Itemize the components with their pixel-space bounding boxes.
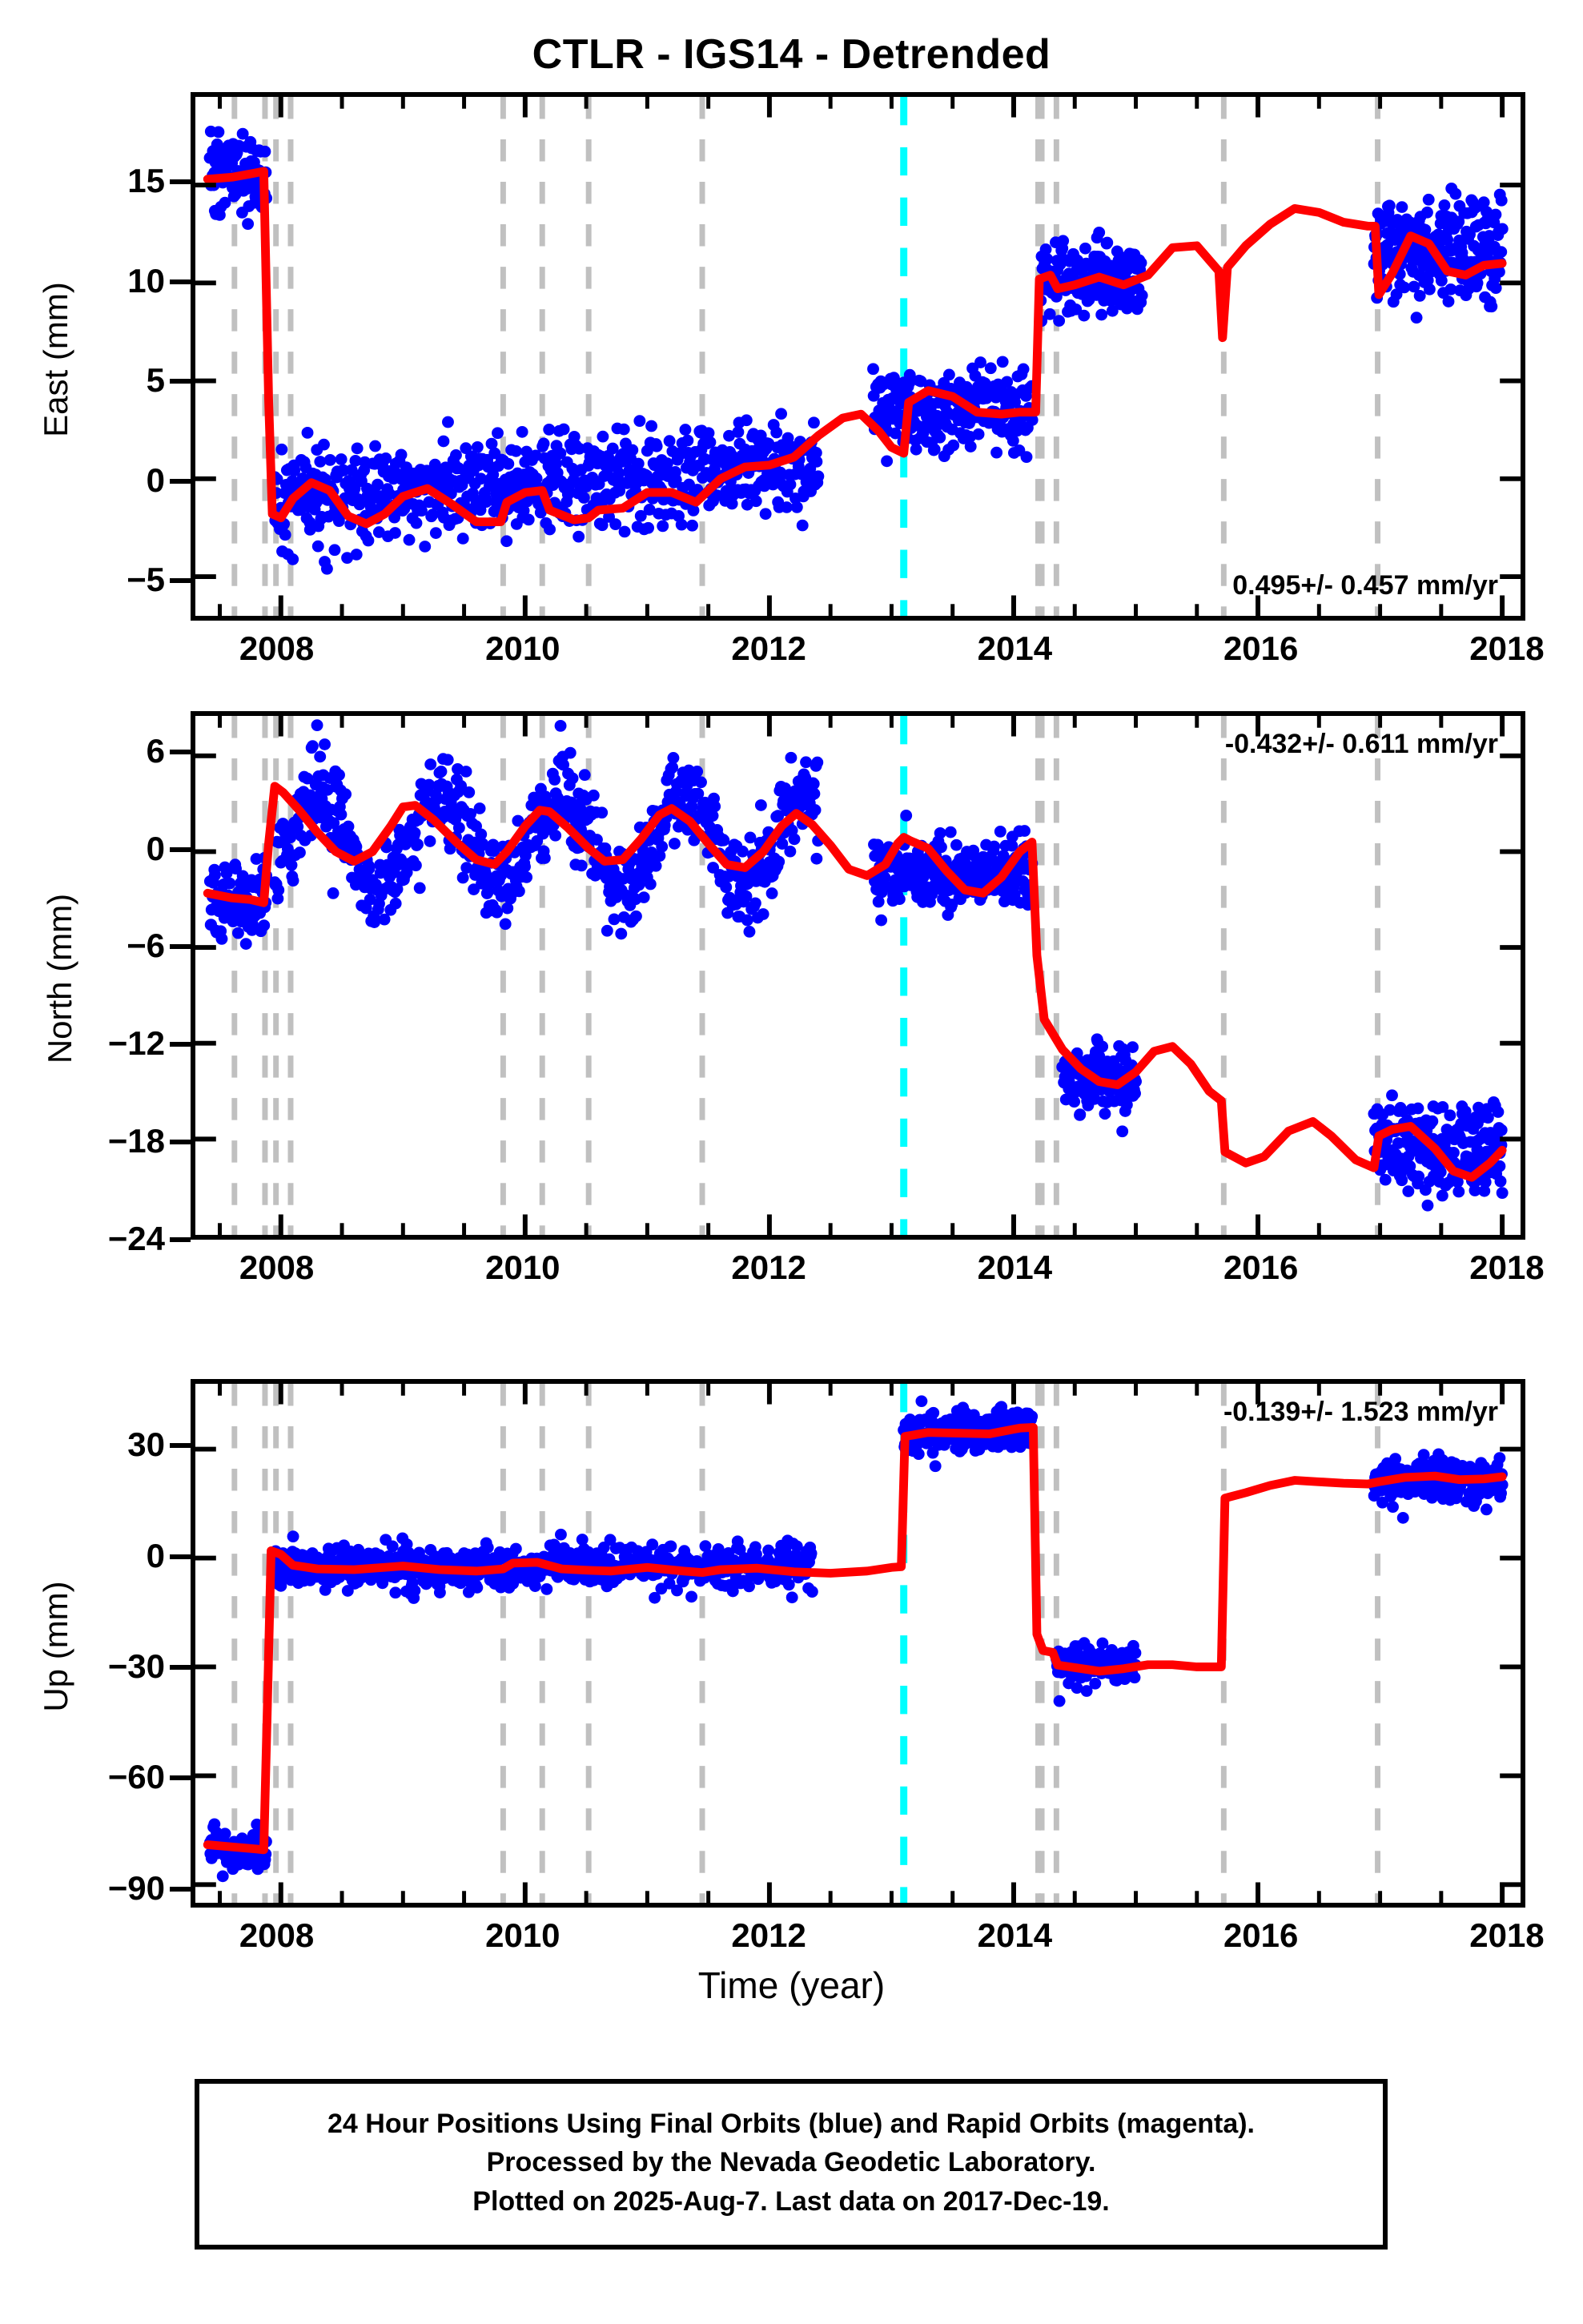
- north-ytick-label: 0: [146, 829, 165, 867]
- east-ytick-label: 10: [127, 261, 165, 300]
- east-xtick-label: 2008: [239, 629, 315, 667]
- up-ytick-label: 0: [146, 1536, 165, 1574]
- north-xtick-label: 2008: [239, 1248, 315, 1286]
- up-xtick-label: 2018: [1469, 1916, 1545, 1954]
- model-fit-line: [203, 1422, 1507, 1855]
- east-xtick-label: 2014: [977, 629, 1053, 667]
- ytick-mark: [170, 846, 191, 852]
- east-ytick-label: −5: [127, 561, 165, 599]
- x-axis-title: Time (year): [697, 1964, 886, 2006]
- axis-ticks: [195, 716, 1521, 1235]
- axis-ticks: [195, 97, 1521, 616]
- up-panel: -0.139+/- 1.523 mm/yr: [191, 1379, 1525, 1908]
- up-rate-annotation: -0.139+/- 1.523 mm/yr: [1223, 1397, 1498, 1427]
- north-xtick-label: 2014: [977, 1248, 1053, 1286]
- up-ytick-label: 30: [127, 1425, 165, 1464]
- up-plot-box: [191, 1379, 1525, 1908]
- up-axis-label: Up (mm): [37, 1581, 74, 1712]
- ytick-mark: [170, 578, 191, 584]
- data-point-cloud: [203, 1395, 1509, 1883]
- east-xtick-label: 2010: [485, 629, 560, 667]
- ytick-mark: [170, 1554, 191, 1559]
- ytick-mark: [170, 478, 191, 484]
- north-plot-svg: [195, 716, 1521, 1235]
- model-fit-line: [203, 782, 1507, 1182]
- north-panel: -0.432+/- 0.611 mm/yr: [191, 711, 1525, 1240]
- east-ytick-label: 5: [146, 361, 165, 400]
- ytick-mark: [170, 1775, 191, 1781]
- up-xtick-label: 2008: [239, 1916, 315, 1954]
- up-ytick-label: −30: [107, 1647, 165, 1685]
- up-xtick-label: 2012: [731, 1916, 806, 1954]
- north-ytick-label: −18: [107, 1122, 165, 1160]
- data-point-cloud: [203, 719, 1509, 1212]
- ytick-mark: [170, 944, 191, 950]
- north-ytick-label: −12: [107, 1024, 165, 1063]
- up-ytick-label: −90: [107, 1868, 165, 1907]
- up-plot-svg: [195, 1384, 1521, 1903]
- ytick-mark: [170, 279, 191, 284]
- caption-box: 24 Hour Positions Using Final Orbits (bl…: [195, 2079, 1388, 2250]
- east-xtick-label: 2012: [731, 629, 806, 667]
- caption-line-1: 24 Hour Positions Using Final Orbits (bl…: [327, 2109, 1255, 2139]
- north-plot-box: [191, 711, 1525, 1240]
- up-xtick-label: 2014: [977, 1916, 1053, 1954]
- east-ytick-label: 0: [146, 460, 165, 499]
- ytick-mark: [170, 1042, 191, 1047]
- east-ytick-label: 15: [127, 162, 165, 200]
- north-xtick-label: 2012: [731, 1248, 806, 1286]
- ytick-mark: [170, 1237, 191, 1242]
- east-xtick-label: 2018: [1469, 629, 1545, 667]
- up-xtick-label: 2010: [485, 1916, 560, 1954]
- ytick-mark: [170, 1140, 191, 1145]
- up-ytick-label: −60: [107, 1758, 165, 1796]
- model-fit-line: [203, 167, 1507, 529]
- axis-ticks: [195, 1384, 1521, 1903]
- east-panel: 0.495+/- 0.457 mm/yr: [191, 92, 1525, 621]
- north-xtick-label: 2010: [485, 1248, 560, 1286]
- ytick-mark: [170, 1886, 191, 1892]
- north-xtick-label: 2018: [1469, 1248, 1545, 1286]
- east-plot-svg: [195, 97, 1521, 616]
- north-rate-annotation: -0.432+/- 0.611 mm/yr: [1224, 729, 1498, 759]
- page-title: CTLR - IGS14 - Detrended: [532, 31, 1051, 78]
- data-point-cloud: [203, 125, 1509, 575]
- ytick-mark: [170, 1443, 191, 1449]
- north-xtick-label: 2016: [1223, 1248, 1299, 1286]
- east-plot-box: [191, 92, 1525, 621]
- north-ytick-label: −24: [107, 1220, 165, 1257]
- east-rate-annotation: 0.495+/- 0.457 mm/yr: [1232, 570, 1498, 601]
- ytick-mark: [170, 179, 191, 185]
- north-ytick-label: 6: [146, 731, 165, 770]
- north-ytick-label: −6: [127, 927, 165, 965]
- ytick-mark: [170, 1665, 191, 1670]
- caption-line-2: Processed by the Nevada Geodetic Laborat…: [486, 2147, 1096, 2178]
- up-xtick-label: 2016: [1223, 1916, 1299, 1954]
- east-xtick-label: 2016: [1223, 629, 1299, 667]
- caption-line-3: Plotted on 2025-Aug-7. Last data on 2017…: [472, 2185, 1110, 2217]
- ytick-mark: [170, 379, 191, 384]
- ytick-mark: [170, 749, 191, 754]
